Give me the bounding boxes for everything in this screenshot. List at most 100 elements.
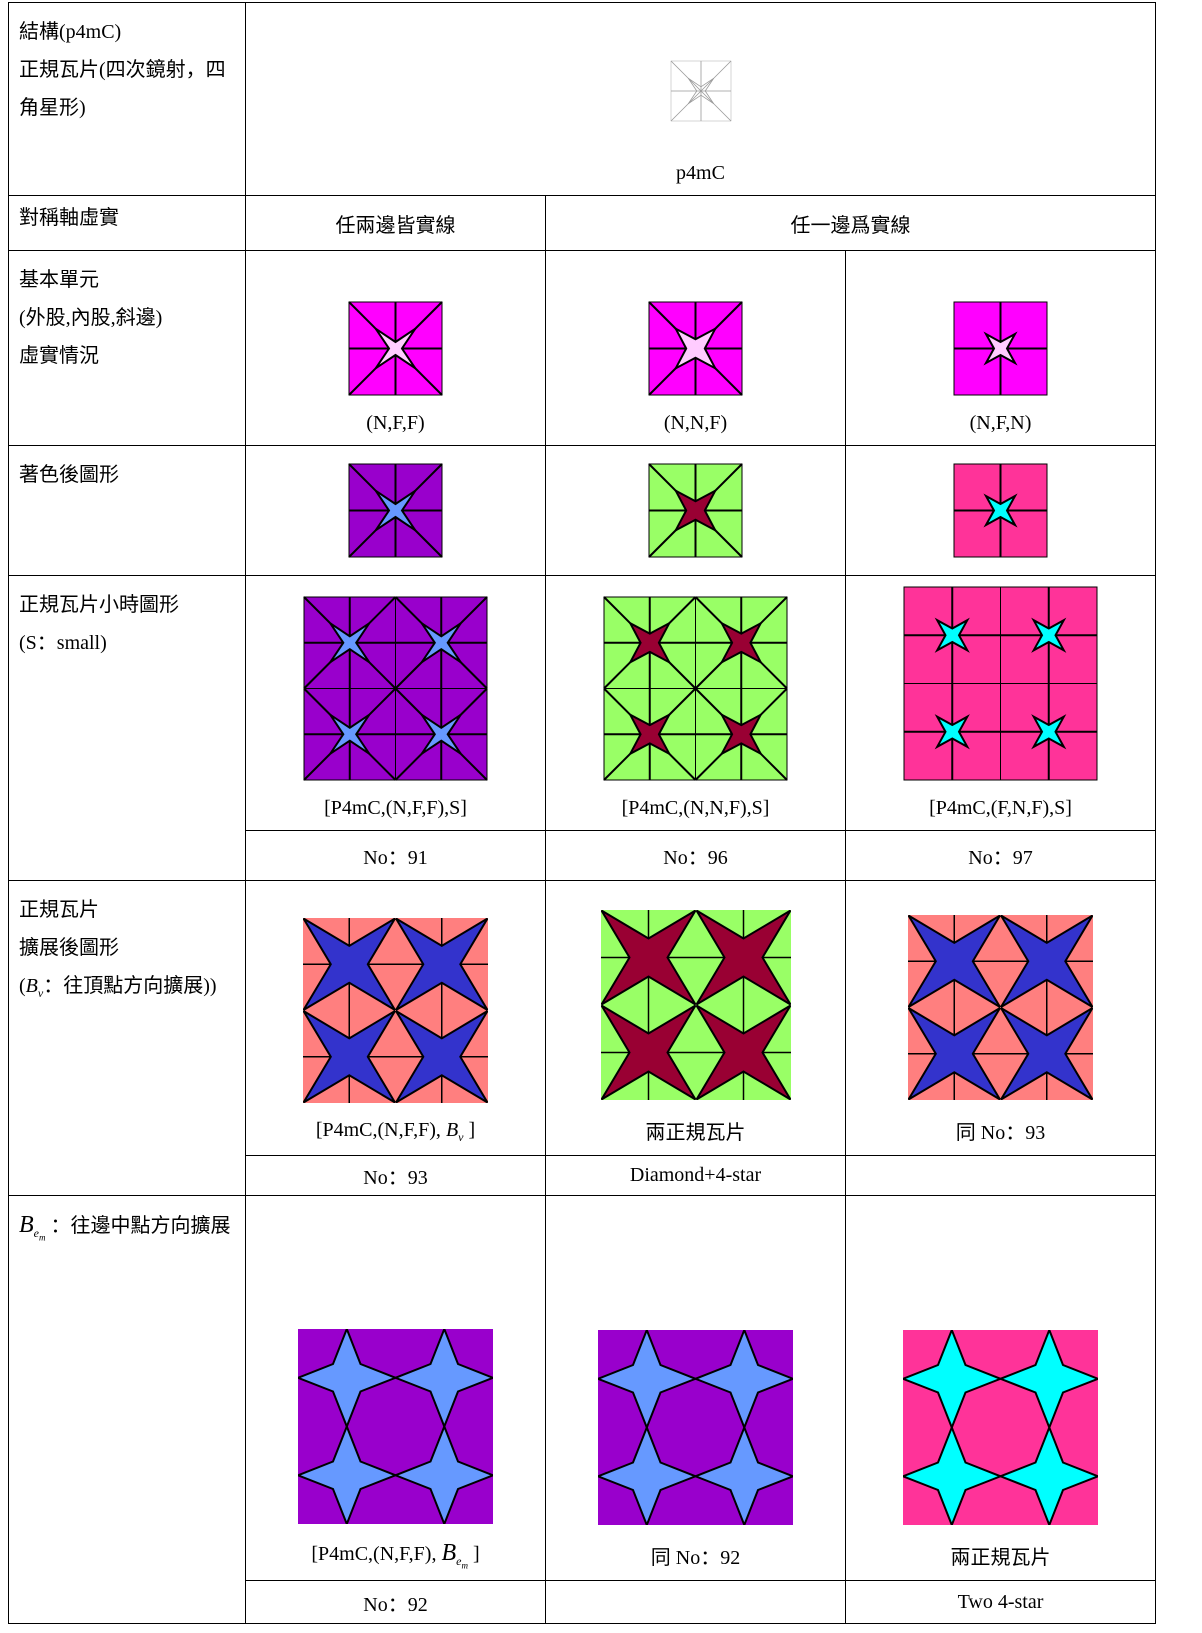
star	[600, 1004, 696, 1100]
star	[673, 326, 718, 371]
label: 對稱軸虛實	[19, 207, 119, 229]
star	[983, 331, 1018, 366]
number: No：92	[363, 1593, 428, 1616]
tile-image	[903, 586, 1098, 781]
star	[420, 713, 462, 755]
label: 虛實情況	[19, 345, 99, 367]
image-cell: [P4mC,(N,F,F), Bv ]	[245, 880, 546, 1156]
caption: (N,F,N)	[969, 412, 1032, 434]
star	[329, 713, 371, 755]
star	[908, 1007, 1001, 1100]
star	[719, 712, 764, 757]
tile-square	[598, 1330, 793, 1525]
caption: [P4mC,(N,N,F),S]	[621, 797, 770, 819]
number: No：91	[363, 847, 428, 869]
label-cell: 著色後圖形	[8, 445, 246, 576]
label: 正規瓦片(四次鏡射，四角星形)	[19, 59, 226, 119]
cell: No：93	[245, 1155, 546, 1196]
image-cell: (N,F,N)	[845, 250, 1156, 446]
star	[420, 622, 462, 664]
subscript: m	[39, 1232, 46, 1243]
star	[627, 712, 672, 757]
cell: No：97	[845, 830, 1156, 881]
star	[692, 1424, 793, 1525]
number: No：97	[968, 847, 1033, 869]
caption: [P4mC,(N,F,F),	[311, 1542, 437, 1565]
star	[298, 1423, 399, 1524]
label: 結構(p4mC)	[19, 21, 122, 43]
image-cell: 兩正規瓦片	[845, 1195, 1156, 1581]
tile-image	[603, 596, 788, 781]
image-cell: [P4mC,(F,N,F),S]	[845, 575, 1156, 831]
image-cell: [P4mC,(N,N,F),S]	[545, 575, 846, 831]
star	[598, 1424, 699, 1525]
caption: 兩正規瓦片	[950, 1547, 1051, 1569]
subscript: e	[456, 1553, 462, 1568]
symbol: B	[19, 1212, 34, 1238]
image-cell: [P4mC,(N,F,F),S]	[245, 575, 546, 831]
small-row: 正規瓦片小時圖形 (S：small) [P4mC,(N,F,F),S] [P4mC…	[8, 575, 1156, 881]
star	[695, 910, 791, 1006]
label: 正規瓦片	[19, 899, 99, 921]
image-cell	[245, 445, 546, 576]
star	[329, 622, 371, 664]
star	[392, 1423, 493, 1524]
image-cell: (N,F,F)	[245, 250, 546, 446]
star	[600, 910, 696, 1006]
cell: Diamond+4-star	[545, 1155, 846, 1196]
symmetry-row: 對稱軸虛實 任兩邊皆實線 任一邊爲實線	[8, 195, 1156, 251]
basic-row: 基本單元 (外股,內股,斜邊) 虛實情況 (N,F,F) (N,N,F) (N,F,…	[8, 250, 1156, 446]
star	[303, 918, 396, 1011]
caption: ]	[468, 1119, 476, 1141]
caption: 同 No：92	[650, 1547, 741, 1569]
caption: p4mC	[676, 162, 725, 184]
image-cell	[545, 445, 846, 576]
cell	[845, 1155, 1156, 1196]
star	[687, 77, 714, 105]
star	[997, 1424, 1098, 1525]
cell: No：92	[245, 1580, 546, 1624]
cell: 任兩邊皆實線	[245, 195, 546, 251]
number: Two 4-star	[957, 1590, 1044, 1613]
colored-row: 著色後圖形	[8, 445, 1156, 576]
star	[719, 620, 764, 665]
star	[983, 493, 1018, 528]
tile-square	[903, 1330, 1098, 1525]
tile-image	[303, 596, 488, 781]
number: No：93	[363, 1167, 428, 1189]
tile-image	[348, 463, 443, 558]
label-cell: 對稱軸虛實	[8, 195, 246, 251]
star	[374, 489, 417, 532]
label: 基本單元	[19, 269, 99, 291]
label-cell: 基本單元 (外股,內股,斜邊) 虛實情況	[8, 250, 246, 446]
number: No：96	[663, 847, 728, 869]
image-cell: 同 No：92	[545, 1195, 846, 1581]
label-cell: 正規瓦片小時圖形 (S：small)	[8, 575, 246, 881]
star	[374, 327, 417, 370]
tile-line	[700, 60, 731, 92]
star	[1031, 714, 1067, 750]
tile-image	[303, 918, 488, 1103]
cell: No：91	[245, 830, 546, 881]
label-cell: 正規瓦片 擴展後圖形 (Bv：往頂點方向擴展))	[8, 880, 246, 1196]
tile-line	[670, 90, 701, 122]
caption: [P4mC,(F,N,F),S]	[929, 797, 1072, 819]
symbol: B	[445, 1119, 459, 1141]
label: 擴展後圖形	[19, 937, 119, 959]
caption: ]	[472, 1542, 480, 1565]
number-row: No：93 Diamond+4-star	[9, 1155, 1156, 1196]
cell: 任一邊爲實線	[545, 195, 1156, 251]
caption: (N,F,F)	[366, 412, 425, 434]
vertex-row: 正規瓦片 擴展後圖形 (Bv：往頂點方向擴展)) [P4mC,(N,F,F), Bv…	[8, 880, 1156, 1196]
pattern-table: 結構(p4mC) 正規瓦片(四次鏡射，四角星形) p4mC 對稱軸虛實 任兩邊皆實…	[8, 2, 1156, 1624]
tile-image	[670, 60, 731, 122]
text: 任一邊爲實線	[790, 214, 911, 237]
tile-image	[648, 463, 743, 558]
label: (S：small)	[19, 632, 107, 654]
tile-image	[953, 301, 1048, 396]
image-cell: 兩正規瓦片	[545, 880, 846, 1156]
cell	[545, 1580, 846, 1624]
cell: Two 4-star	[845, 1580, 1156, 1624]
tile-line	[700, 90, 731, 122]
